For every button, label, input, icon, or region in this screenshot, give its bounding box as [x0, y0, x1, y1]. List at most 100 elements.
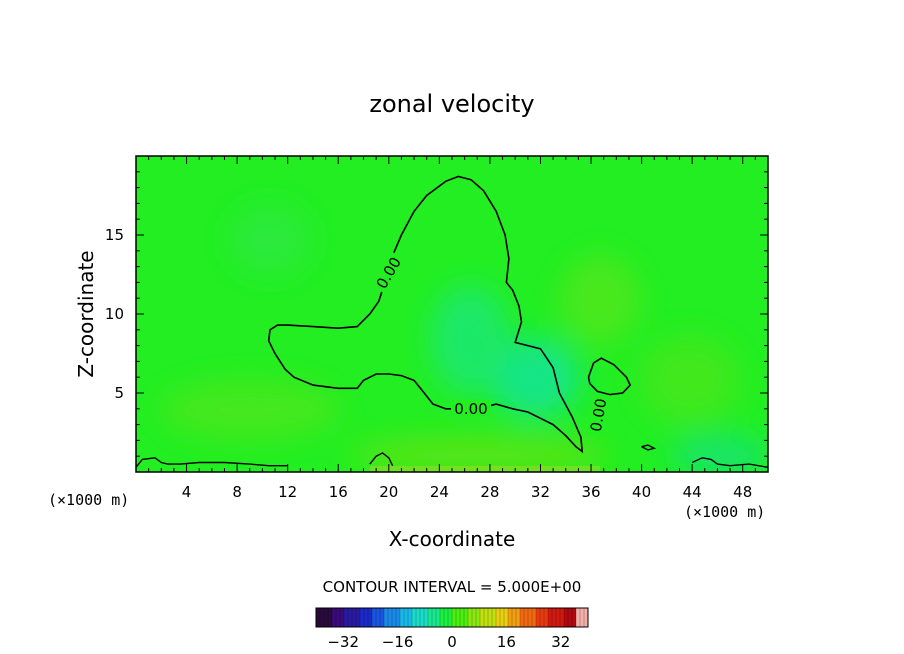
- closed-cell-contour: [587, 357, 632, 396]
- field-patch-warm: [560, 255, 640, 345]
- colorbar-swatch: [400, 608, 405, 627]
- colorbar-swatch: [328, 608, 333, 627]
- colorbar-swatch: [484, 608, 489, 627]
- colorbar-swatch: [352, 608, 357, 627]
- x-tick-label: 24: [430, 483, 449, 501]
- colorbar-swatch: [520, 608, 525, 627]
- colorbar-swatch: [412, 608, 417, 627]
- x-tick-label: 8: [232, 483, 242, 501]
- colorbar-swatch: [344, 608, 349, 627]
- x-tick-label: 12: [278, 483, 297, 501]
- colorbar-swatch: [316, 608, 321, 627]
- colorbar-swatch: [356, 608, 361, 627]
- colorbar-swatch: [532, 608, 537, 627]
- colorbar-swatch: [384, 608, 389, 627]
- colorbar-swatch: [404, 608, 409, 627]
- contour-label-text: 0.00: [454, 400, 487, 418]
- field-patch-cool: [230, 205, 310, 275]
- colorbar-swatch: [568, 608, 573, 627]
- boundary-contour: [641, 444, 657, 451]
- colorbar-swatch: [488, 608, 493, 627]
- colorbar-swatch: [452, 608, 457, 627]
- colorbar-swatch: [340, 608, 345, 627]
- boundary-contour: [691, 457, 768, 468]
- surface-band: [370, 466, 600, 472]
- colorbar-swatch: [360, 608, 365, 627]
- x-unit-right: (×1000 m): [684, 503, 765, 521]
- x-tick-label: 48: [733, 483, 752, 501]
- x-tick-label: 4: [182, 483, 192, 501]
- colorbar-swatch: [440, 608, 445, 627]
- colorbar-swatch: [364, 608, 369, 627]
- colorbar-tick-label: 0: [447, 633, 457, 651]
- x-tick-label: 32: [531, 483, 550, 501]
- colorbar: [315, 607, 589, 628]
- colorbar-swatch: [368, 608, 373, 627]
- colorbar-swatch: [512, 608, 517, 627]
- field-patch-cool: [670, 435, 768, 472]
- colorbar-swatch: [584, 608, 589, 627]
- field-patch-warm: [350, 437, 610, 472]
- colorbar-swatch: [376, 608, 381, 627]
- y-tick-label: 10: [105, 305, 124, 323]
- colorbar-swatch: [560, 608, 565, 627]
- x-tick-label: 16: [329, 483, 348, 501]
- contour-label-backdrop: [451, 399, 491, 416]
- colorbar-tick-label: −32: [327, 633, 359, 651]
- contour-label: 0.00: [586, 393, 611, 437]
- colorbar-swatch: [428, 608, 433, 627]
- colorbar-swatch: [332, 608, 337, 627]
- colorbar-swatch: [448, 608, 453, 627]
- field-shading: [160, 205, 768, 472]
- colorbar-swatch: [432, 608, 437, 627]
- contour-label-text: 0.00: [587, 397, 611, 433]
- colorbar-swatch: [336, 608, 341, 627]
- boundary-contour: [136, 457, 288, 468]
- colorbar-swatch: [468, 608, 473, 627]
- colorbar-swatch: [380, 608, 385, 627]
- contour-label-backdrop: [586, 393, 609, 437]
- x-tick-label: 20: [379, 483, 398, 501]
- colorbar-tick-label: −16: [382, 633, 414, 651]
- colorbar-swatch: [436, 608, 441, 627]
- colorbar-swatch: [572, 608, 577, 627]
- colorbar-swatch: [580, 608, 585, 627]
- x-unit-left: (×1000 m): [48, 491, 129, 509]
- colorbar-swatch: [456, 608, 461, 627]
- chart-title: zonal velocity: [369, 90, 534, 118]
- colorbar-swatch: [536, 608, 541, 627]
- colorbar-tick-labels: −32 −16 0 16 32: [327, 633, 570, 651]
- colorbar-swatch: [576, 608, 581, 627]
- colorbar-swatch: [496, 608, 501, 627]
- field-patch-warm: [160, 380, 340, 440]
- y-axis-label: Z-coordinate: [74, 250, 98, 377]
- contour-label-backdrop: [371, 251, 405, 294]
- colorbar-swatch: [396, 608, 401, 627]
- contour-label: 0.00: [451, 399, 491, 418]
- colorbar-swatch: [500, 608, 505, 627]
- colorbar-swatch: [544, 608, 549, 627]
- x-axis-ticks: 4 8 12 16 20 24 28 32 36 40 44 48: [148, 156, 756, 501]
- colorbar-swatch: [324, 608, 329, 627]
- colorbar-swatch: [556, 608, 561, 627]
- colorbar-swatch: [348, 608, 353, 627]
- colorbar-swatch: [420, 608, 425, 627]
- field-patch-cool: [430, 285, 510, 395]
- colorbar-swatch: [372, 608, 377, 627]
- colorbar-swatch: [392, 608, 397, 627]
- field-patch-cool: [490, 338, 580, 418]
- colorbar-swatch: [564, 608, 569, 627]
- colorbar-swatch: [424, 608, 429, 627]
- colorbar-swatch: [472, 608, 477, 627]
- colorbar-swatch: [540, 608, 545, 627]
- colorbar-swatch: [516, 608, 521, 627]
- field-patch-warm: [640, 335, 740, 425]
- x-tick-label: 36: [581, 483, 600, 501]
- colorbar-swatch: [524, 608, 529, 627]
- y-axis-ticks: 5 10 15: [105, 171, 768, 457]
- colorbar-swatch: [464, 608, 469, 627]
- x-tick-label: 28: [480, 483, 499, 501]
- x-axis-label: X-coordinate: [389, 527, 516, 551]
